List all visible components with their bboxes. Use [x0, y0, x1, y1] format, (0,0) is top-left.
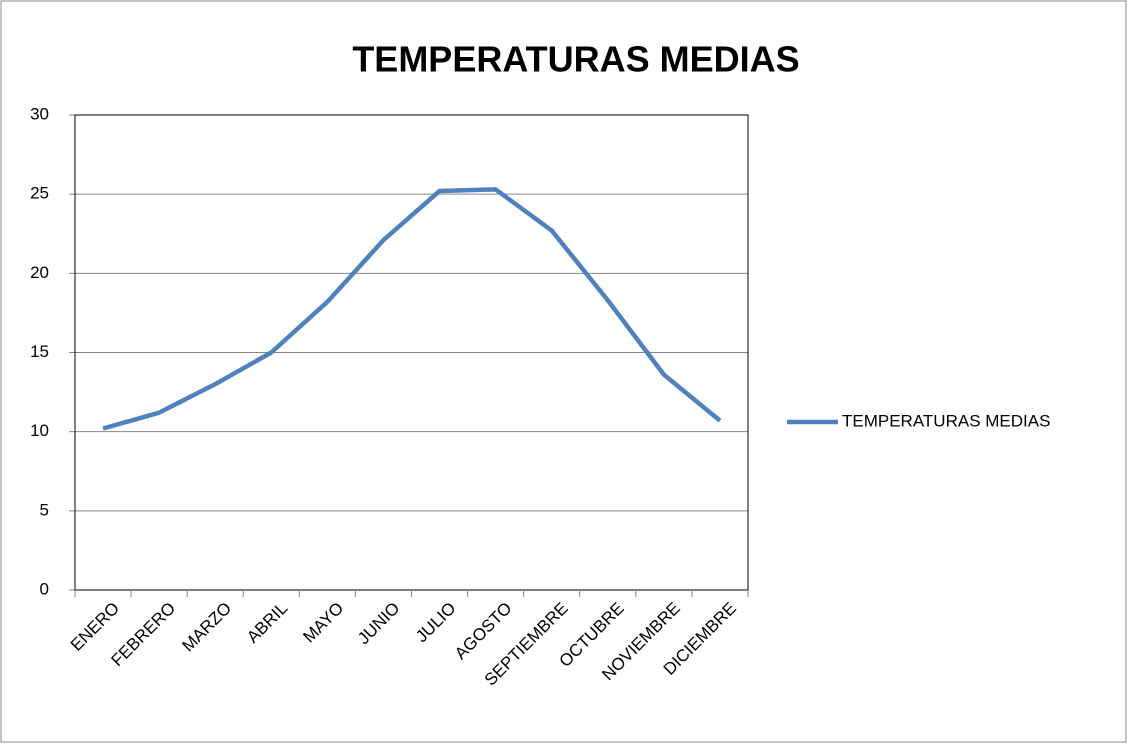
- legend-label: TEMPERATURAS MEDIAS: [842, 411, 1050, 430]
- chart-title: TEMPERATURAS MEDIAS: [352, 39, 799, 80]
- y-tick-label: 15: [30, 342, 49, 361]
- y-tick-label: 5: [40, 500, 49, 519]
- y-tick-label: 25: [30, 184, 49, 203]
- y-tick-label: 0: [40, 579, 49, 598]
- series-line: [102, 187, 722, 431]
- y-tick-label: 30: [30, 104, 49, 123]
- y-tick-label: 10: [30, 421, 49, 440]
- y-tick-label: 20: [30, 263, 49, 282]
